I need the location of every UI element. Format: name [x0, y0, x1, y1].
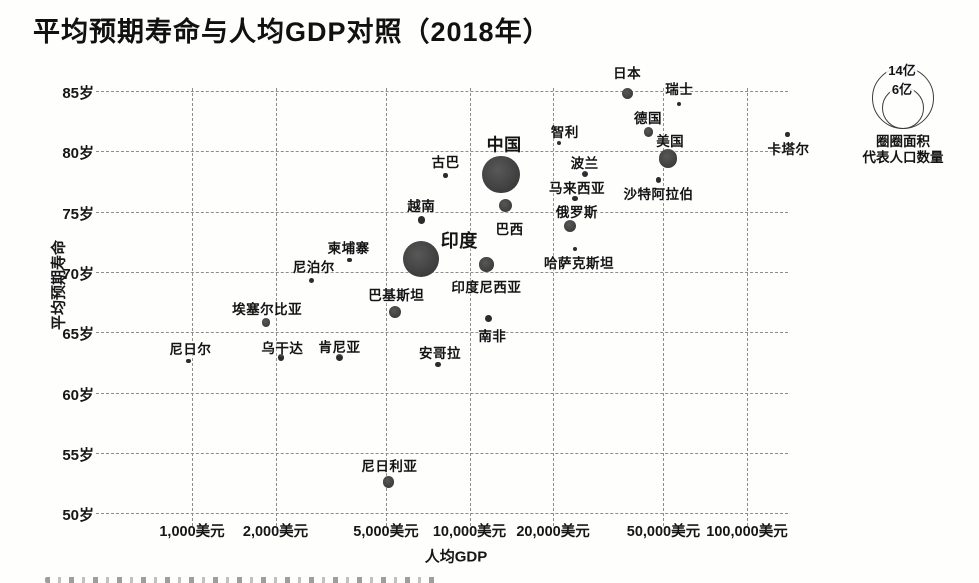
country-bubble	[403, 240, 440, 277]
y-gridline	[96, 392, 788, 394]
country-bubble	[309, 277, 315, 283]
country-label: 智利	[550, 124, 579, 140]
legend-outer-label: 14亿	[886, 63, 918, 79]
x-gridline	[553, 88, 555, 526]
y-gridline	[96, 271, 788, 273]
country-label: 卡塔尔	[767, 142, 810, 158]
y-axis-title: 平均预期寿命	[50, 239, 68, 331]
country-bubble	[643, 127, 653, 137]
country-label: 中国	[486, 135, 522, 155]
country-bubble	[261, 318, 271, 327]
country-label: 乌干达	[261, 340, 304, 356]
x-axis-title: 人均GDP	[424, 548, 488, 566]
country-bubble	[479, 257, 494, 272]
legend-caption-line2: 代表人口数量	[862, 150, 944, 165]
country-label: 印度	[440, 230, 478, 251]
country-bubble	[499, 199, 513, 213]
y-gridline	[96, 513, 788, 515]
country-bubble	[443, 173, 448, 178]
country-bubble	[482, 155, 520, 193]
country-bubble	[336, 354, 343, 361]
country-label: 瑞士	[665, 82, 694, 98]
y-gridline	[96, 332, 788, 334]
country-label: 巴基斯坦	[368, 287, 425, 303]
country-bubble	[572, 195, 578, 202]
country-label: 俄罗斯	[555, 205, 598, 221]
country-label: 巴西	[495, 221, 524, 237]
country-bubble	[581, 171, 588, 178]
country-label: 日本	[613, 66, 642, 82]
cropped-footnote-text	[45, 577, 437, 583]
x-tick-label: 10,000美元	[432, 524, 507, 540]
x-tick-label: 2,000美元	[242, 524, 309, 540]
country-label: 尼日尔	[169, 342, 212, 358]
x-tick-label: 50,000美元	[626, 524, 701, 540]
country-bubble	[382, 475, 395, 488]
y-tick-label: 55岁	[62, 446, 94, 464]
country-label: 尼日利亚	[361, 458, 418, 474]
country-label: 南非	[478, 328, 507, 344]
y-tick-label: 65岁	[62, 326, 94, 344]
y-gridline	[96, 452, 788, 454]
y-tick-label: 70岁	[62, 265, 94, 283]
country-label: 沙特阿拉伯	[623, 187, 694, 203]
x-gridline	[275, 88, 277, 526]
y-gridline	[96, 91, 788, 92]
y-tick-label: 80岁	[62, 145, 94, 163]
country-label: 古巴	[431, 155, 460, 171]
country-bubble	[185, 358, 191, 364]
y-gridline	[96, 151, 788, 153]
country-bubble	[563, 220, 576, 233]
country-bubble	[417, 216, 425, 224]
country-label: 印度尼西亚	[451, 279, 522, 295]
country-bubble	[278, 354, 285, 361]
x-gridline	[747, 88, 748, 526]
x-gridline	[385, 88, 387, 526]
x-tick-label: 100,000美元	[706, 524, 788, 540]
country-label: 柬埔寨	[327, 240, 370, 256]
country-label: 埃塞尔比亚	[232, 301, 303, 317]
country-label: 安哥拉	[419, 345, 461, 361]
x-gridline	[192, 88, 193, 526]
chart-title: 平均预期寿命与人均GDP对照（2018年）	[33, 17, 551, 47]
country-bubble	[347, 257, 352, 263]
country-bubble	[659, 149, 678, 168]
country-label: 美国	[656, 133, 685, 149]
country-label: 哈萨克斯坦	[544, 255, 614, 271]
country-label: 尼泊尔	[292, 260, 335, 276]
y-tick-label: 50岁	[62, 507, 94, 525]
y-tick-label: 75岁	[62, 205, 94, 223]
country-bubble	[484, 315, 492, 323]
x-tick-label: 20,000美元	[516, 524, 590, 540]
country-bubble	[556, 140, 562, 146]
country-bubble	[572, 246, 578, 252]
country-bubble	[785, 132, 790, 137]
country-bubble	[435, 362, 441, 368]
country-label: 肯尼亚	[318, 339, 361, 355]
country-bubble	[621, 87, 633, 100]
country-bubble	[677, 102, 682, 107]
population-size-legend: 14亿 6亿 圈圈面积 代表人口数量	[840, 55, 970, 175]
x-tick-label: 1,000美元	[159, 524, 225, 540]
y-gridline	[96, 211, 788, 213]
country-label: 波兰	[570, 156, 599, 172]
country-bubble	[389, 305, 402, 318]
country-label: 越南	[407, 199, 436, 215]
legend-caption-line1: 圈圈面积	[876, 134, 930, 149]
country-label: 德国	[634, 111, 663, 126]
y-tick-label: 60岁	[62, 386, 94, 404]
x-tick-label: 5,000美元	[353, 524, 419, 540]
legend-inner-label: 6亿	[889, 82, 915, 98]
x-gridline	[663, 88, 665, 526]
country-bubble	[655, 177, 662, 184]
x-gridline	[469, 88, 471, 526]
y-tick-label: 85岁	[62, 85, 94, 102]
country-label: 马来西亚	[549, 181, 605, 197]
